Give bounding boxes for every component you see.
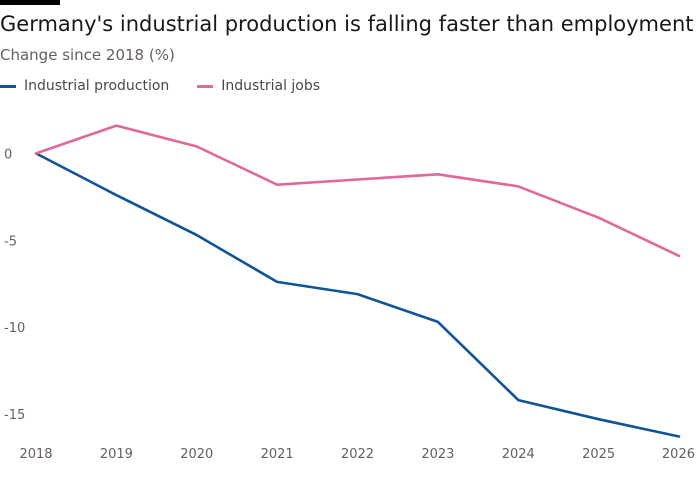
y-tick-label: -15	[4, 408, 25, 423]
chart-legend: Industrial production Industrial jobs	[0, 78, 348, 94]
brand-bar	[0, 0, 60, 5]
y-tick-label: 0	[4, 147, 12, 162]
legend-label-production: Industrial production	[24, 78, 170, 94]
x-tick-label: 2023	[421, 447, 454, 462]
legend-item-production: Industrial production	[0, 78, 169, 94]
x-tick-label: 2021	[261, 447, 294, 462]
x-tick-label: 2019	[100, 447, 133, 462]
chart-title: Germany's industrial production is falli…	[0, 12, 694, 36]
y-tick-label: -10	[4, 321, 25, 336]
x-tick-label: 2025	[582, 447, 615, 462]
x-tick-label: 2024	[502, 447, 535, 462]
x-tick-label: 2022	[341, 447, 374, 462]
y-tick-label: -5	[4, 234, 17, 249]
legend-label-jobs: Industrial jobs	[221, 78, 321, 94]
legend-swatch-jobs	[197, 84, 214, 88]
chart-subtitle: Change since 2018 (%)	[0, 46, 175, 64]
legend-swatch-production	[0, 84, 16, 88]
x-tick-label: 2020	[180, 447, 213, 462]
x-tick-label: 2018	[19, 447, 52, 462]
legend-item-jobs: Industrial jobs	[197, 78, 320, 94]
series-line-industrial-jobs	[34, 124, 681, 258]
x-tick-label: 2026	[662, 447, 695, 462]
series-line-industrial-production	[34, 152, 681, 438]
